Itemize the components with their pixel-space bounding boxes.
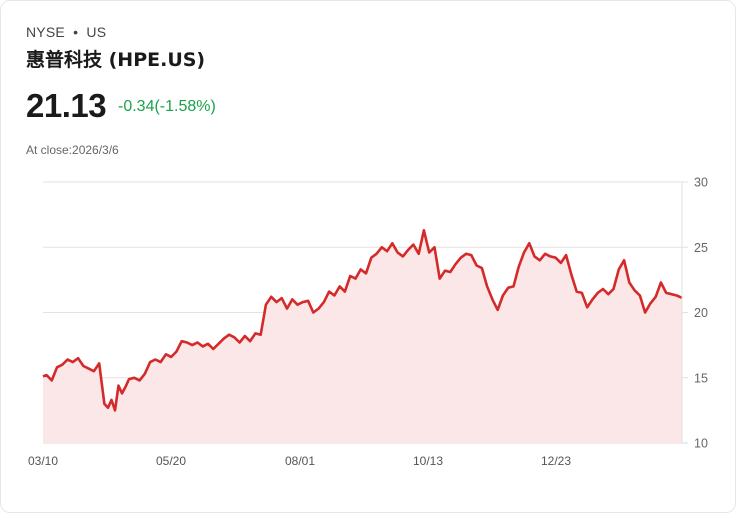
- price-area-fill: [43, 230, 682, 443]
- x-tick-label: 08/01: [285, 454, 315, 468]
- stock-title: 惠普科技 (HPE.US): [26, 49, 206, 71]
- close-timestamp: At close:2026/3/6: [26, 143, 119, 157]
- y-tick-label: 30: [694, 176, 708, 190]
- x-axis-labels: 03/10 05/20 08/01 10/13 12/23: [28, 454, 571, 468]
- y-tick-label: 15: [694, 371, 708, 385]
- price-line: [42, 229, 683, 412]
- y-tick-label: 10: [694, 437, 708, 451]
- y-tick-label: 25: [694, 241, 708, 255]
- x-tick-label: 03/10: [28, 454, 58, 468]
- last-price: 21.13: [26, 87, 107, 124]
- price-change: -0.34(-1.58%): [118, 98, 216, 115]
- y-axis-labels: 30 25 20 15 10: [694, 176, 708, 451]
- x-tick-label: 12/23: [541, 454, 571, 468]
- x-tick-label: 10/13: [413, 454, 443, 468]
- x-tick-label: 05/20: [156, 454, 186, 468]
- y-tick-label: 20: [694, 306, 708, 320]
- exchange-label: NYSE • US: [26, 24, 107, 40]
